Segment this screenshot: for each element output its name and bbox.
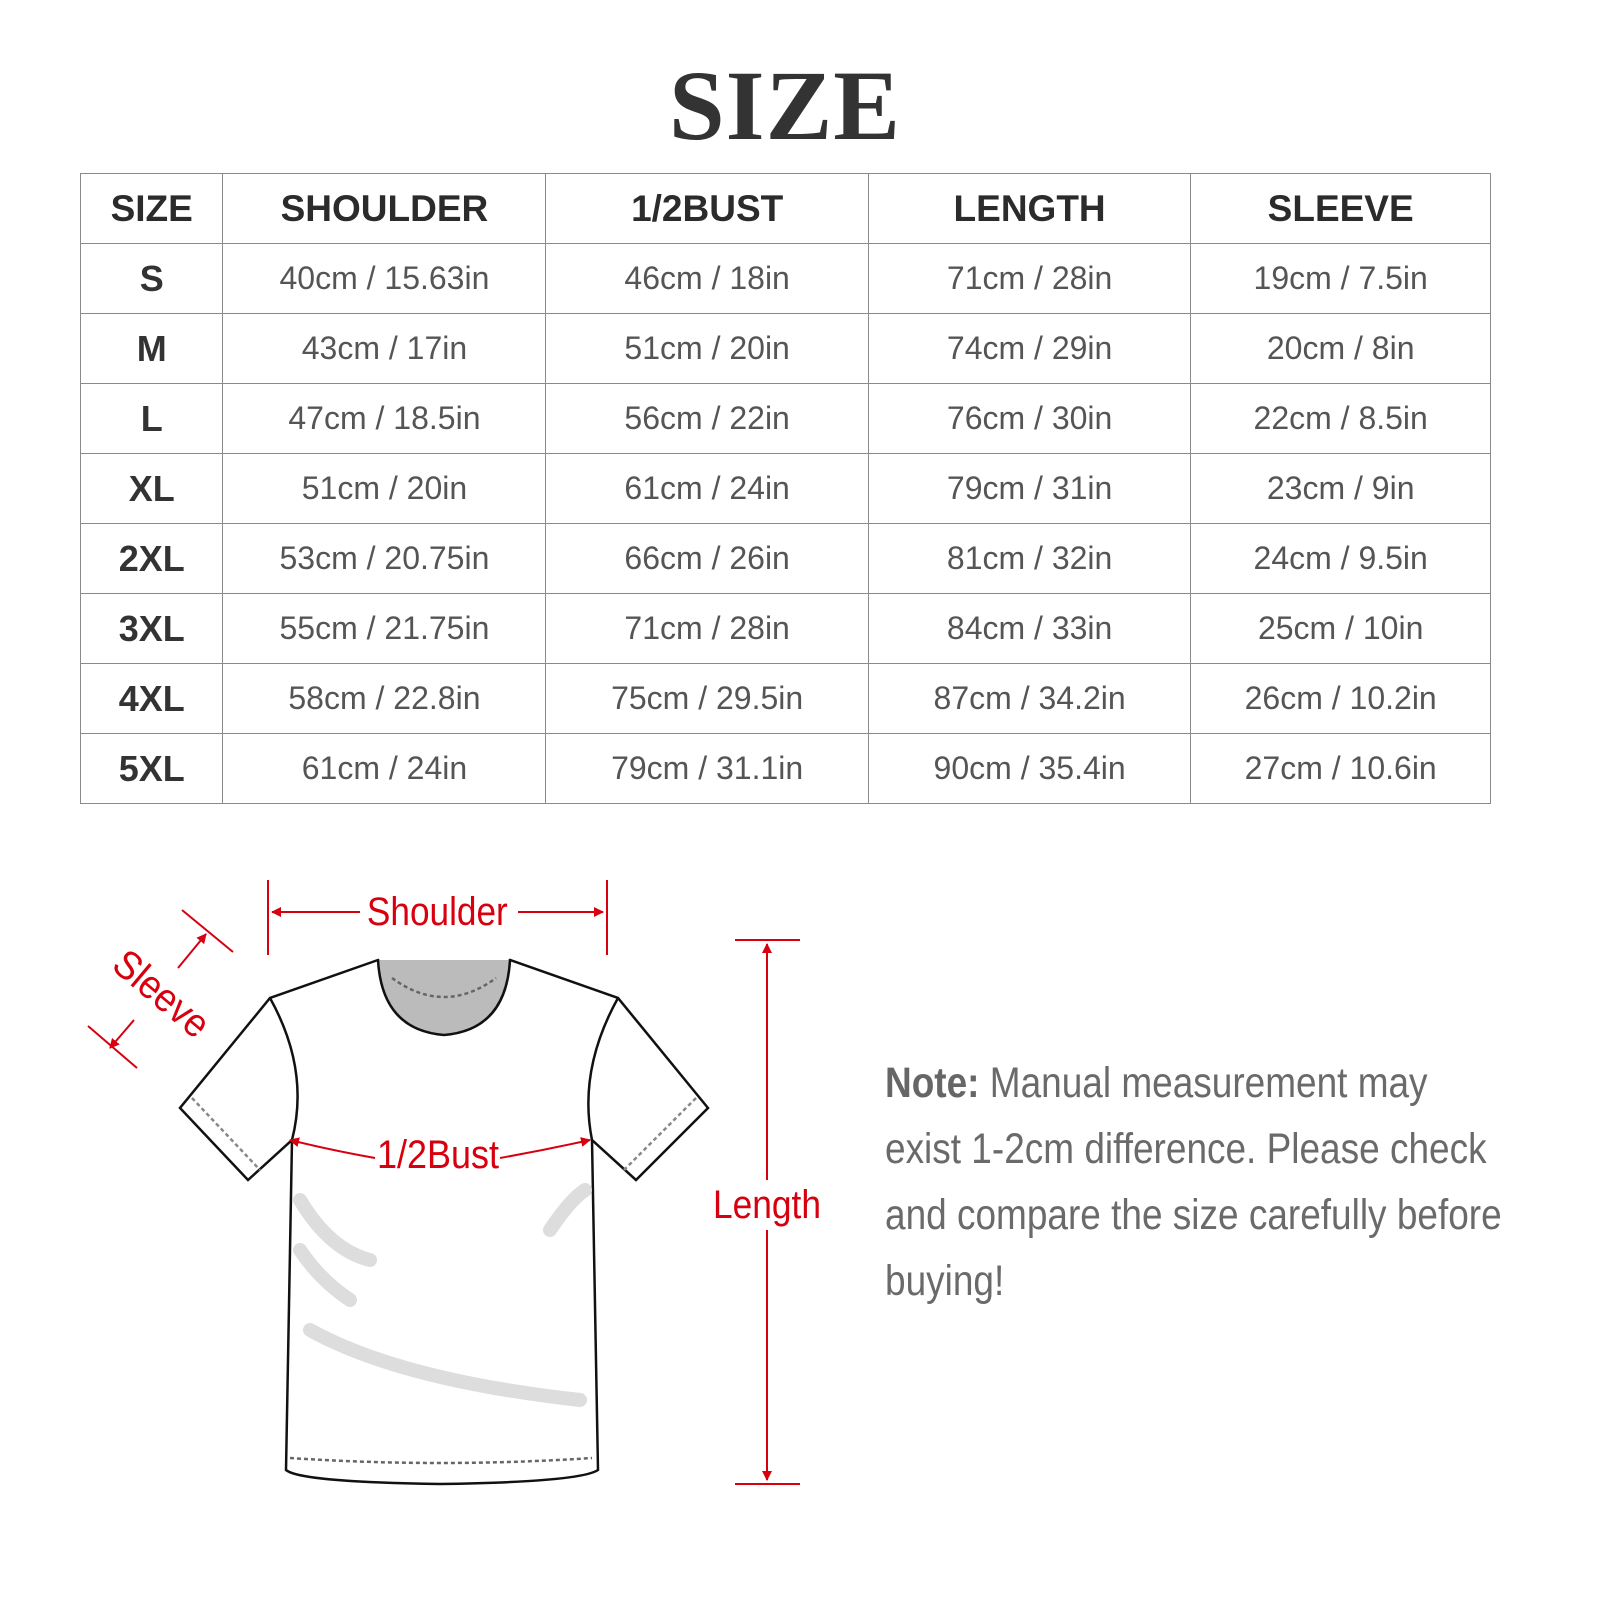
- table-row: 3XL 55cm / 21.75in 71cm / 28in 84cm / 33in 2…: [79, 593, 1491, 664]
- measurement-cell: 55cm / 21.75in: [222, 593, 547, 664]
- fabric-folds: [293, 1183, 592, 1407]
- measurement-cell: 56cm / 22in: [545, 383, 869, 454]
- measurement-cell: 90cm / 35.4in: [867, 733, 1192, 804]
- sleeve-tick-top: [181, 909, 234, 953]
- sleeve-label: Sleeve: [104, 941, 218, 1047]
- bust-arrow-left: [289, 1137, 376, 1159]
- measurement-cell: 76cm / 30in: [867, 383, 1192, 454]
- column-header: LENGTH: [867, 173, 1192, 244]
- size-cell: 5XL: [79, 733, 224, 804]
- page-title: SIZE: [669, 50, 901, 161]
- note-text: Note: Manual measurement may exist 1-2cm…: [885, 1050, 1504, 1314]
- measurement-cell: 87cm / 34.2in: [867, 663, 1192, 734]
- table-row: L 47cm / 18.5in 56cm / 22in 76cm / 30in 22cm…: [79, 383, 1491, 454]
- measurement-cell: 61cm / 24in: [545, 453, 869, 524]
- measurement-cell: 61cm / 24in: [222, 733, 547, 804]
- measurement-cell: 79cm / 31.1in: [545, 733, 869, 804]
- measurement-cell: 58cm / 22.8in: [222, 663, 547, 734]
- length-label: Length: [713, 1183, 821, 1227]
- measurement-cell: 22cm / 8.5in: [1190, 383, 1491, 454]
- measurement-cell: 40cm / 15.63in: [222, 243, 547, 314]
- sleeve-arrow-top: [177, 933, 207, 969]
- measurement-cell: 27cm / 10.6in: [1190, 733, 1491, 804]
- column-header: SLEEVE: [1190, 173, 1491, 244]
- size-table: SIZE SHOULDER 1/2BUST LENGTH SLEEVE S 40cm / …: [79, 173, 1491, 804]
- measurement-cell: 43cm / 17in: [222, 313, 547, 384]
- measurement-cell: 20cm / 8in: [1190, 313, 1491, 384]
- measurement-cell: 71cm / 28in: [545, 593, 869, 664]
- measurement-cell: 74cm / 29in: [867, 313, 1192, 384]
- measurement-cell: 19cm / 7.5in: [1190, 243, 1491, 314]
- measurement-cell: 84cm / 33in: [867, 593, 1192, 664]
- sleeve-arrow-bottom: [109, 1019, 135, 1049]
- table-row: 4XL 58cm / 22.8in 75cm / 29.5in 87cm / 34.2…: [79, 663, 1491, 734]
- measurement-cell: 66cm / 26in: [545, 523, 869, 594]
- size-cell: XL: [79, 453, 224, 524]
- measurement-cell: 23cm / 9in: [1190, 453, 1491, 524]
- shoulder-label: Shoulder: [367, 889, 508, 934]
- measurement-cell: 81cm / 32in: [867, 523, 1192, 594]
- table-header-row: SIZE SHOULDER 1/2BUST LENGTH SLEEVE: [79, 173, 1491, 244]
- tshirt-icon: [178, 958, 710, 1486]
- measurement-cell: 46cm / 18in: [545, 243, 869, 314]
- measurement-cell: 24cm / 9.5in: [1190, 523, 1491, 594]
- table-row: XL 51cm / 20in 61cm / 24in 79cm / 31in 23cm …: [79, 453, 1491, 524]
- size-cell: 4XL: [79, 663, 224, 734]
- table-row: 5XL 61cm / 24in 79cm / 31.1in 90cm / 35.4in…: [79, 733, 1491, 804]
- column-header: SIZE: [79, 173, 224, 244]
- measurement-cell: 25cm / 10in: [1190, 593, 1491, 664]
- table-row: M 43cm / 17in 51cm / 20in 74cm / 29in 20cm /…: [79, 313, 1491, 384]
- sleeve-tick-bottom: [87, 1025, 138, 1069]
- column-header: 1/2BUST: [545, 173, 869, 244]
- measurement-cell: 71cm / 28in: [867, 243, 1192, 314]
- bust-label: 1/2Bust: [377, 1133, 499, 1177]
- measurement-cell: 75cm / 29.5in: [545, 663, 869, 734]
- note-label: Note:: [885, 1059, 980, 1107]
- size-cell: M: [79, 313, 224, 384]
- table-row: S 40cm / 15.63in 46cm / 18in 71cm / 28in 19c…: [79, 243, 1491, 314]
- size-cell: S: [79, 243, 224, 314]
- note-body: Manual measurement may exist 1-2cm diffe…: [885, 1059, 1502, 1305]
- table-row: 2XL 53cm / 20.75in 66cm / 26in 81cm / 32in 2…: [79, 523, 1491, 594]
- size-cell: 3XL: [79, 593, 224, 664]
- measurement-cell: 26cm / 10.2in: [1190, 663, 1491, 734]
- measurement-cell: 53cm / 20.75in: [222, 523, 547, 594]
- bust-arrow-right: [499, 1137, 591, 1159]
- measurement-cell: 79cm / 31in: [867, 453, 1192, 524]
- size-cell: L: [79, 383, 224, 454]
- measurement-cell: 51cm / 20in: [222, 453, 547, 524]
